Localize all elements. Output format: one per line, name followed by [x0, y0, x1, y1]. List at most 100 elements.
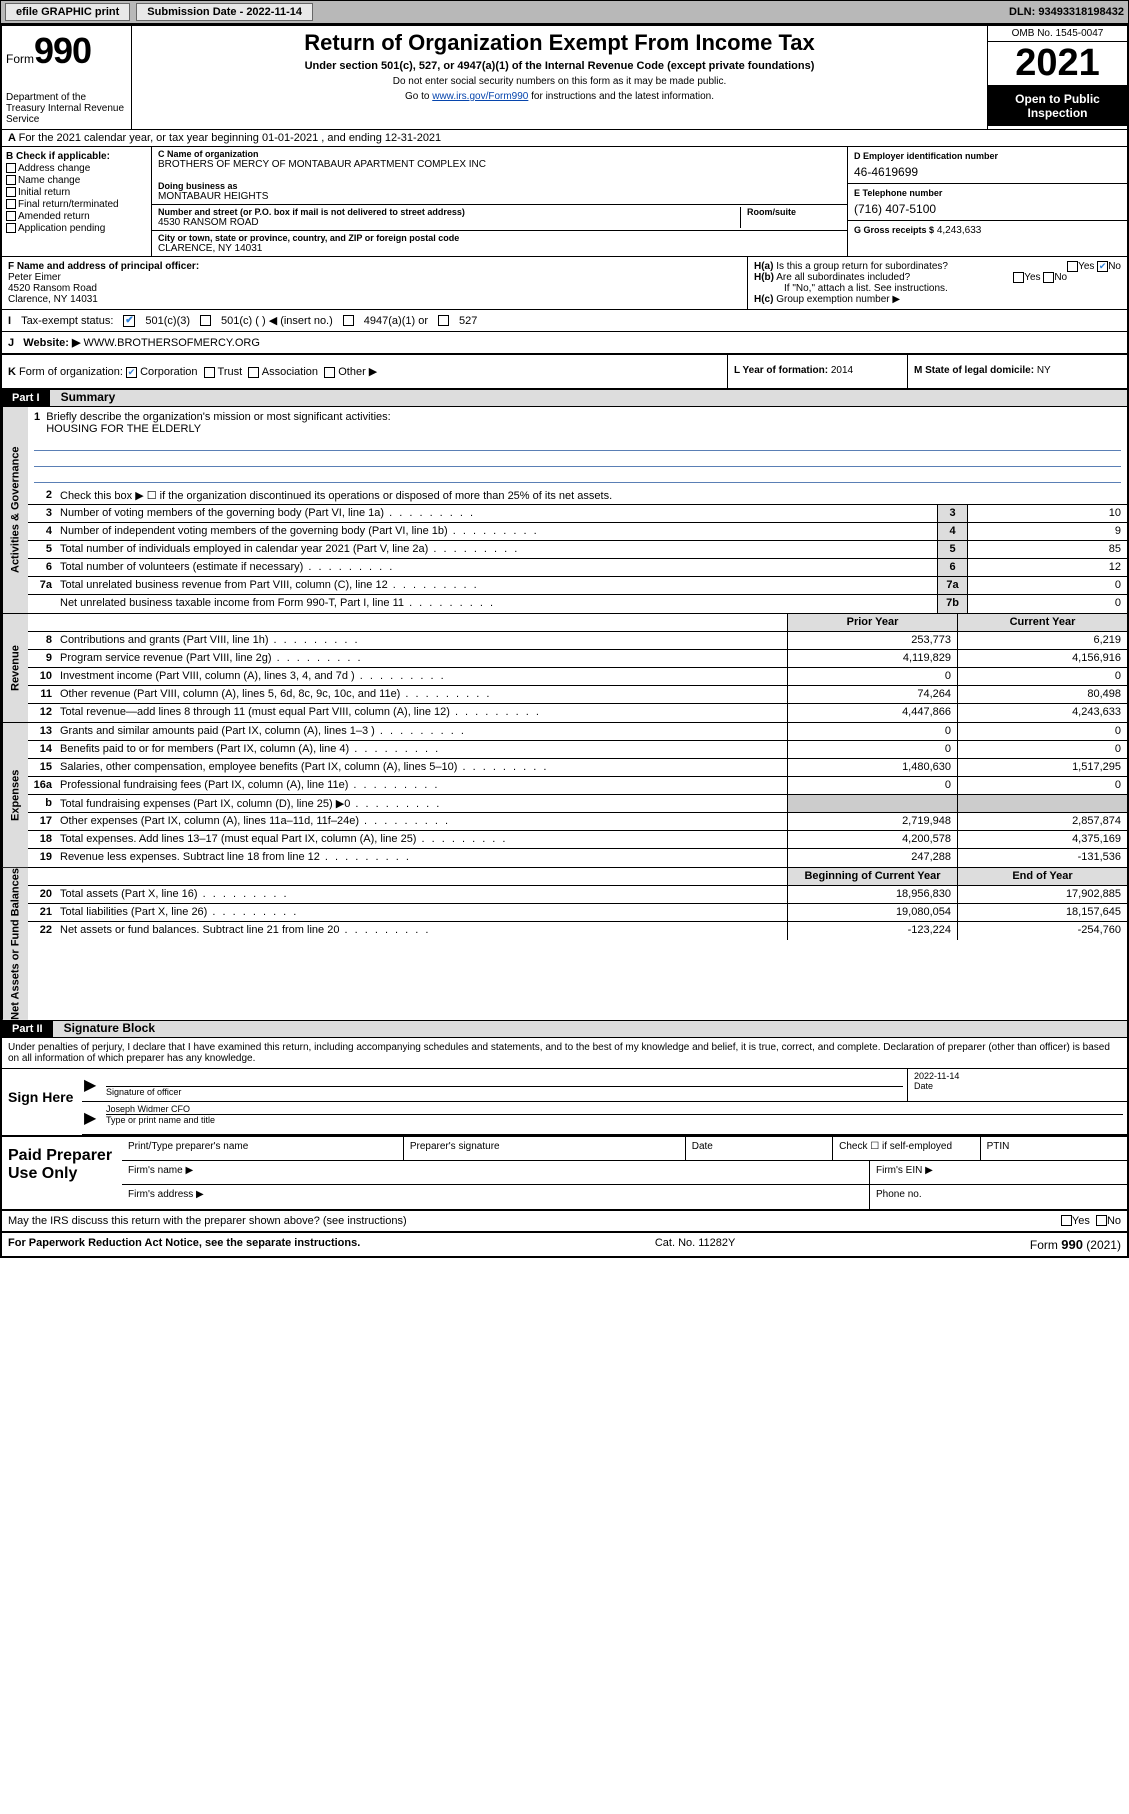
part-i-tag: Part I: [2, 390, 50, 406]
ha-text: Is this a group return for subordinates?: [776, 261, 948, 272]
hb-note: If "No," attach a list. See instructions…: [754, 283, 1121, 294]
summary-line: 5Total number of individuals employed in…: [28, 541, 1127, 559]
efile-button[interactable]: efile GRAPHIC print: [5, 3, 130, 21]
org-name: BROTHERS OF MERCY OF MONTABAUR APARTMENT…: [158, 159, 841, 170]
summary-line: 21Total liabilities (Part X, line 26)19,…: [28, 904, 1127, 922]
domicile-label: M State of legal domicile:: [914, 365, 1034, 376]
open-to-public: Open to Public Inspection: [988, 86, 1127, 126]
domicile-value: NY: [1037, 365, 1051, 376]
opt-other: Other ▶: [338, 366, 377, 378]
street-value: 4530 RANSOM ROAD: [158, 217, 734, 228]
sign-date-value: 2022-11-14: [914, 1071, 1121, 1081]
prep-sig-col: Preparer's signature: [404, 1137, 686, 1160]
hb-text: Are all subordinates included?: [776, 272, 910, 283]
current-year-header: Current Year: [957, 614, 1127, 631]
officer-label: F Name and address of principal officer:: [8, 261, 741, 272]
summary-line: 14Benefits paid to or for members (Part …: [28, 741, 1127, 759]
opt-4947: 4947(a)(1) or: [364, 315, 428, 327]
prep-selfemp[interactable]: Check ☐ if self-employed: [833, 1137, 980, 1160]
chk-trust[interactable]: [204, 367, 215, 378]
officer-name: Peter Eimer: [8, 272, 741, 283]
phone-label: E Telephone number: [854, 188, 1121, 198]
box-b: B Check if applicable: Address change Na…: [2, 147, 152, 256]
discuss-yes[interactable]: [1061, 1215, 1072, 1226]
part-i-title: Summary: [53, 390, 116, 404]
tab-governance: Activities & Governance: [2, 407, 28, 613]
tax-status-label: Tax-exempt status:: [21, 315, 113, 327]
part-ii-title: Signature Block: [56, 1021, 155, 1035]
entity-block: B Check if applicable: Address change Na…: [2, 147, 1127, 257]
box-b-title: B Check if applicable:: [6, 151, 147, 162]
submission-date-button[interactable]: Submission Date - 2022-11-14: [136, 3, 313, 21]
year-formation-label: L Year of formation:: [734, 365, 828, 376]
form-sheet: Form 990 Department of the Treasury Inte…: [0, 24, 1129, 1258]
ein-value: 46-4619699: [854, 165, 1121, 179]
discuss-text: May the IRS discuss this return with the…: [8, 1215, 407, 1227]
summary-line: 15Salaries, other compensation, employee…: [28, 759, 1127, 777]
discuss-row: May the IRS discuss this return with the…: [2, 1211, 1127, 1233]
form-990-number: 990: [34, 30, 91, 72]
chk-final-return[interactable]: Final return/terminated: [6, 199, 147, 210]
summary-line: bTotal fundraising expenses (Part IX, co…: [28, 795, 1127, 813]
goto-note: Go to www.irs.gov/Form990 for instructio…: [140, 91, 979, 102]
opt-527: 527: [459, 315, 477, 327]
prep-ptin: PTIN: [981, 1137, 1127, 1160]
irs-link[interactable]: www.irs.gov/Form990: [432, 91, 528, 102]
form-word: Form: [6, 52, 34, 66]
chk-corporation[interactable]: [126, 367, 137, 378]
chk-501c[interactable]: [200, 315, 211, 326]
chk-4947[interactable]: [343, 315, 354, 326]
summary-line: 12Total revenue—add lines 8 through 11 (…: [28, 704, 1127, 722]
chk-name-change[interactable]: Name change: [6, 175, 147, 186]
sign-arrow-icon: ▶: [82, 1069, 102, 1101]
discuss-no[interactable]: [1096, 1215, 1107, 1226]
summary-line: 18Total expenses. Add lines 13–17 (must …: [28, 831, 1127, 849]
officer-addr2: Clarence, NY 14031: [8, 294, 741, 305]
chk-association[interactable]: [248, 367, 259, 378]
chk-501c3[interactable]: ✔: [123, 315, 135, 327]
summary-line: 4Number of independent voting members of…: [28, 523, 1127, 541]
balances-block: Net Assets or Fund Balances Beginning of…: [2, 868, 1127, 1021]
summary-line: 17Other expenses (Part IX, column (A), l…: [28, 813, 1127, 831]
line-2-text: Check this box ▶ ☐ if the organization d…: [56, 487, 1127, 504]
page-footer: For Paperwork Reduction Act Notice, see …: [2, 1233, 1127, 1256]
note2-pre: Go to: [405, 91, 432, 102]
suite-label: Room/suite: [747, 207, 841, 217]
chk-amended-return[interactable]: Amended return: [6, 211, 147, 222]
governance-block: Activities & Governance 1 Briefly descri…: [2, 407, 1127, 614]
summary-line: 7aTotal unrelated business revenue from …: [28, 577, 1127, 595]
tax-year: 2021: [988, 42, 1127, 86]
summary-line: 9Program service revenue (Part VIII, lin…: [28, 650, 1127, 668]
chk-application-pending[interactable]: Application pending: [6, 223, 147, 234]
part-ii-header: Part II Signature Block: [2, 1021, 1127, 1038]
prior-year-header: Prior Year: [787, 614, 957, 631]
opt-501c3: 501(c)(3): [145, 315, 190, 327]
opt-501c: 501(c) ( ) ◀ (insert no.): [221, 314, 333, 327]
form-subtitle: Under section 501(c), 527, or 4947(a)(1)…: [140, 60, 979, 72]
period-row-a: A For the 2021 calendar year, or tax yea…: [2, 130, 1127, 147]
row-fh: F Name and address of principal officer:…: [2, 257, 1127, 310]
form-org-label: Form of organization:: [19, 366, 123, 378]
sign-date-label: Date: [914, 1081, 933, 1091]
tab-revenue: Revenue: [2, 614, 28, 722]
dept-text: Department of the Treasury Internal Reve…: [6, 92, 127, 125]
name-arrow-icon: ▶: [82, 1102, 102, 1134]
kform-row: K Form of organization: Corporation Trus…: [2, 355, 1127, 390]
org-name-label: C Name of organization: [158, 149, 841, 159]
chk-other[interactable]: [324, 367, 335, 378]
summary-line: 20Total assets (Part X, line 16)18,956,8…: [28, 886, 1127, 904]
gross-receipts-label: G Gross receipts $: [854, 225, 934, 235]
chk-address-change[interactable]: Address change: [6, 163, 147, 174]
box-deg: D Employer identification number 46-4619…: [847, 147, 1127, 256]
chk-527[interactable]: [438, 315, 449, 326]
dln-text: DLN: 93493318198432: [1009, 6, 1124, 18]
signer-name: Joseph Widmer CFO: [106, 1104, 1123, 1115]
website-label: Website: ▶: [23, 337, 80, 349]
top-toolbar: efile GRAPHIC print Submission Date - 20…: [0, 0, 1129, 24]
ssn-note: Do not enter social security numbers on …: [140, 76, 979, 87]
firm-ein-label: Firm's EIN ▶: [870, 1161, 1127, 1184]
officer-addr1: 4520 Ransom Road: [8, 283, 741, 294]
chk-initial-return[interactable]: Initial return: [6, 187, 147, 198]
expenses-block: Expenses 13Grants and similar amounts pa…: [2, 723, 1127, 868]
revenue-block: Revenue Prior Year Current Year 8Contrib…: [2, 614, 1127, 723]
